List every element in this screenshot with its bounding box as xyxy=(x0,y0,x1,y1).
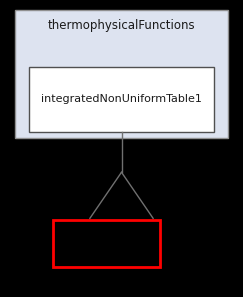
FancyBboxPatch shape xyxy=(15,10,228,138)
Text: integratedNonUniformTable1: integratedNonUniformTable1 xyxy=(41,94,202,105)
FancyBboxPatch shape xyxy=(53,220,160,267)
Text: thermophysicalFunctions: thermophysicalFunctions xyxy=(48,19,195,32)
FancyBboxPatch shape xyxy=(29,67,214,132)
